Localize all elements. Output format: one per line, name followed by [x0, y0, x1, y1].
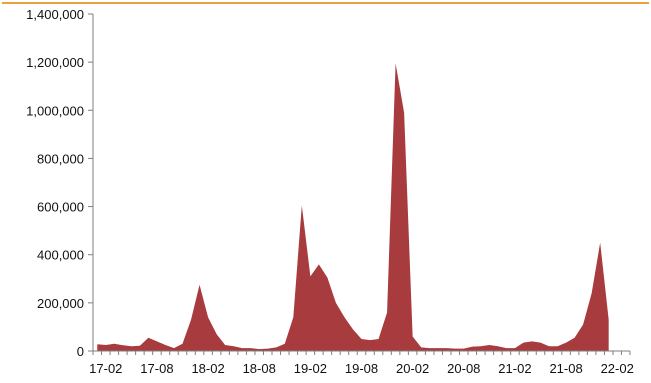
- x-tick-label: 18-08: [243, 361, 276, 376]
- y-tick-label: 1,200,000: [26, 55, 84, 70]
- x-tick-label: 21-08: [549, 361, 582, 376]
- y-tick-label: 800,000: [37, 151, 84, 166]
- y-tick-label: 1,000,000: [26, 103, 84, 118]
- x-tick-label: 19-08: [345, 361, 378, 376]
- x-tick-label: 18-02: [191, 361, 224, 376]
- x-axis-ticks: 17-02 17-08 18-02 18-08 19-02 19-08 20-02 20-08…: [89, 351, 634, 376]
- y-tick-label: 400,000: [37, 248, 84, 263]
- x-tick-label: 20-02: [396, 361, 429, 376]
- y-tick-label: 600,000: [37, 200, 84, 215]
- x-tick-label: 22-02: [601, 361, 634, 376]
- area-series: [97, 63, 609, 351]
- x-tick-label: 17-08: [140, 361, 173, 376]
- y-tick-label: 1,400,000: [26, 7, 84, 22]
- x-tick-label: 19-02: [294, 361, 327, 376]
- y-tick-label: 200,000: [37, 296, 84, 311]
- y-axis-ticks: 0 200,000 400,000 600,000 800,000 1,000,000 1,…: [26, 7, 93, 359]
- series-area: [97, 63, 609, 351]
- x-tick-label: 20-08: [447, 361, 480, 376]
- x-tick-label: 21-02: [498, 361, 531, 376]
- x-tick-label: 17-02: [89, 361, 122, 376]
- y-tick-label: 0: [77, 344, 84, 359]
